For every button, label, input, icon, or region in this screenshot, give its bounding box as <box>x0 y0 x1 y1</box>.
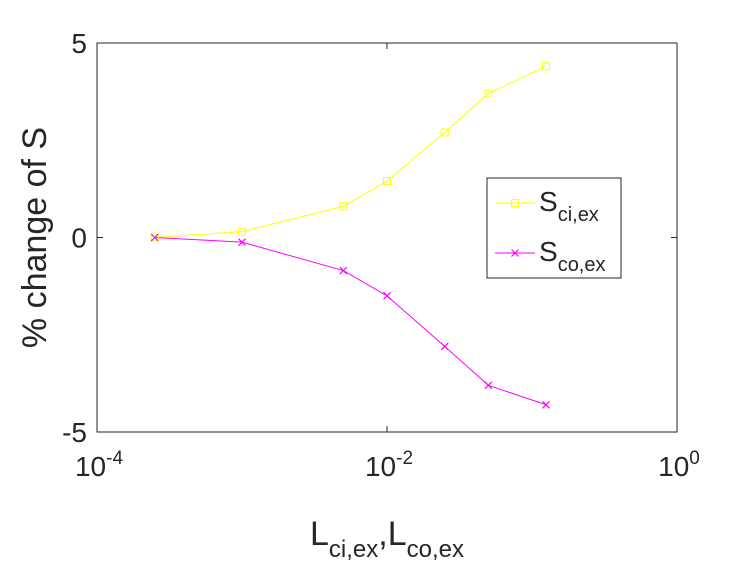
legend-label: Sci,ex <box>539 186 599 226</box>
x-tick-exponent: -2 <box>396 448 413 469</box>
legend-label: Sco,ex <box>539 236 606 276</box>
legend-name: S <box>539 186 558 217</box>
x-tick-exponent: -4 <box>106 448 123 469</box>
marker <box>511 249 519 257</box>
legend-sub: co,ex <box>558 254 606 276</box>
series-line <box>154 65 547 238</box>
legend-name: S <box>539 236 558 267</box>
y-axis-label: % change of S <box>16 127 54 348</box>
y-tick-label: -5 <box>62 417 87 448</box>
marker <box>542 62 551 71</box>
marker <box>238 238 246 247</box>
marker <box>339 202 348 211</box>
marker <box>440 128 449 137</box>
marker <box>440 342 449 351</box>
legend-box <box>486 177 622 279</box>
x-tick-base: 10 <box>75 451 106 482</box>
marker <box>484 381 493 390</box>
x-label-text: L <box>310 515 329 553</box>
marker <box>150 233 159 242</box>
marker <box>542 400 550 409</box>
x-tick-exponent: 0 <box>689 448 700 469</box>
marker <box>339 266 348 275</box>
marker <box>484 89 493 98</box>
y-tick-label: 5 <box>71 28 87 59</box>
x-tick-label: 10-2 <box>365 448 413 482</box>
x-tick-label: 10-4 <box>75 448 123 482</box>
x-label-sub: ci,ex <box>329 536 378 561</box>
marker <box>238 227 246 236</box>
marker <box>150 233 159 242</box>
y-tick-label: 0 <box>71 223 87 254</box>
marker <box>511 199 519 207</box>
x-tick-base: 10 <box>658 451 689 482</box>
x-tick-label: 100 <box>658 448 700 482</box>
x-axis-label: Lci,ex,Lco,ex <box>310 515 464 561</box>
legend-sub: ci,ex <box>558 204 599 226</box>
x-label-sub: co,ex <box>407 536 464 561</box>
marker <box>383 291 391 300</box>
x-label-text: ,L <box>378 515 406 553</box>
x-tick-base: 10 <box>365 451 396 482</box>
marker <box>383 177 391 186</box>
